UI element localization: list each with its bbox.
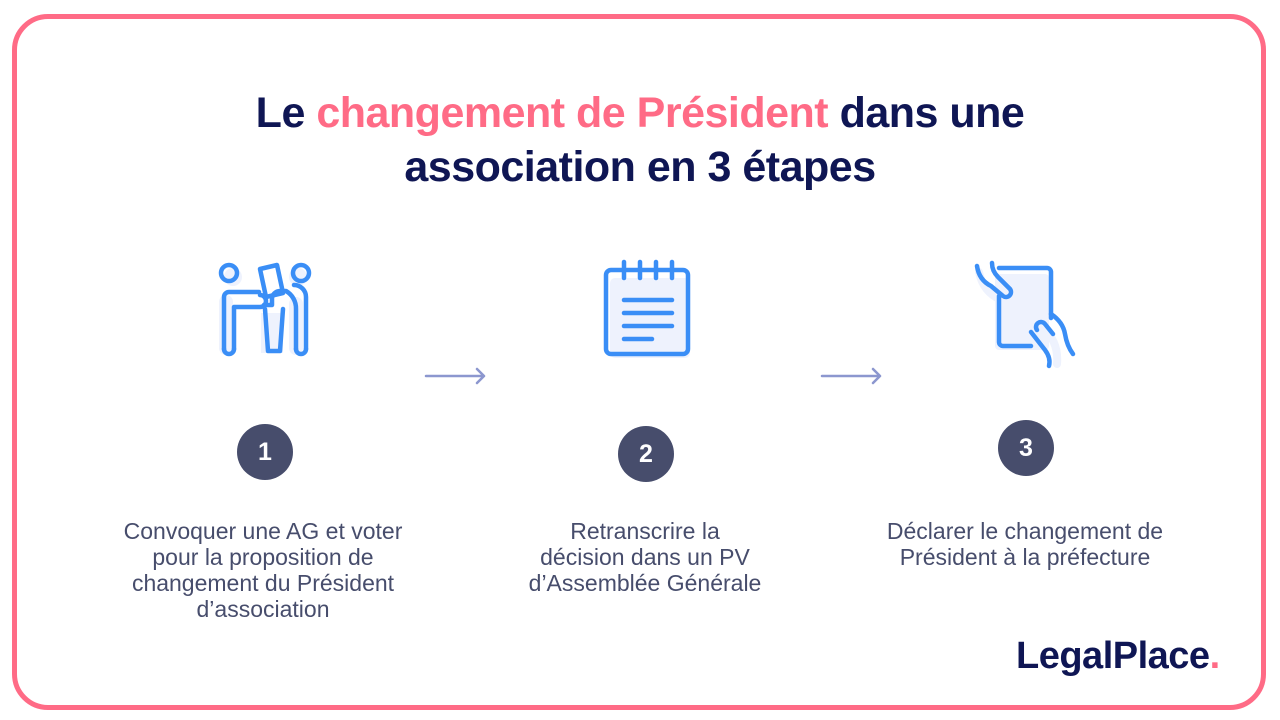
description-line: Président à la préfecture [899, 544, 1151, 570]
step-description: Retranscrire la décision dans un PV d’As… [465, 518, 825, 596]
title-line-1: Le changement de Président dans une [0, 86, 1280, 140]
step-description: Convoquer une AG et voter pour la propos… [83, 518, 443, 622]
description-line: changement du Président [131, 570, 395, 596]
arrow-right-icon [820, 364, 886, 388]
description-line: Déclarer le changement de [886, 518, 1164, 544]
legalplace-logo: LegalPlace. [1016, 632, 1220, 680]
description-line: décision dans un PV [540, 544, 750, 570]
title-text: dans une [828, 89, 1025, 137]
page-title: Le changement de Président dans une asso… [0, 86, 1280, 194]
step-number-badge: 2 [618, 426, 674, 482]
logo-dot: . [1209, 635, 1221, 677]
title-accent: changement de Président [316, 89, 829, 137]
step-number-badge: 3 [998, 420, 1054, 476]
people-exchange-document-icon [205, 245, 325, 365]
hands-holding-document-icon [965, 250, 1085, 370]
description-line: Retranscrire la [570, 518, 720, 544]
logo-text: LegalPlace [1016, 635, 1210, 677]
notepad-icon [588, 248, 708, 368]
description-line: d’association [196, 596, 330, 622]
description-line: Convoquer une AG et voter [123, 518, 403, 544]
description-line: d’Assemblée Générale [528, 570, 762, 596]
description-line: pour la proposition de [152, 544, 374, 570]
title-text: Le [255, 89, 317, 137]
step-number-badge: 1 [237, 424, 293, 480]
arrow-right-icon [424, 364, 490, 388]
title-line-2: association en 3 étapes [404, 143, 876, 191]
step-description: Déclarer le changement de Président à la… [845, 518, 1205, 570]
